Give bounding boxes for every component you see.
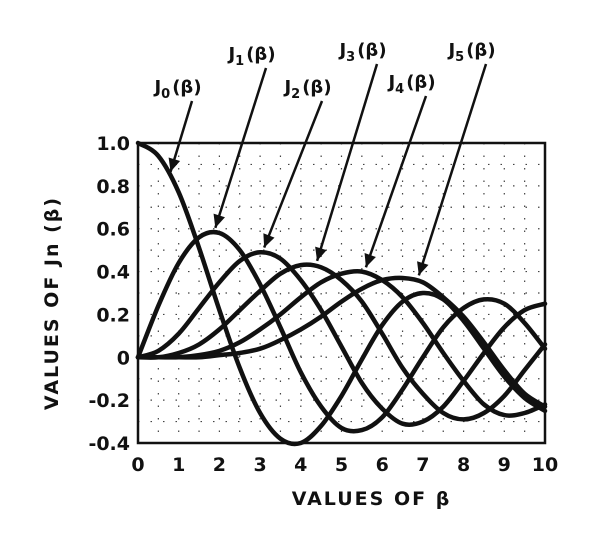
x-axis-title: VALUES OF β <box>292 488 452 510</box>
arrowhead-j2 <box>263 233 275 248</box>
annotation-arrow-j3 <box>315 63 379 262</box>
plot-frame <box>136 141 547 445</box>
y-axis-title: VALUES OF Jn (β) <box>41 196 63 410</box>
x-tick-label: 4 <box>294 454 307 476</box>
series-line-j4 <box>135 268 548 418</box>
y-tick-label: 1.0 <box>96 133 130 155</box>
series-label-j3: J3 (β) <box>337 40 386 65</box>
series-label-j5: J5 (β) <box>446 40 495 65</box>
x-tick-label: 0 <box>131 454 144 476</box>
x-tick-label: 8 <box>457 454 470 476</box>
x-tick-label: 7 <box>416 454 429 476</box>
series-line-j2 <box>135 250 548 427</box>
y-tick-labels: 1.0 0.8 0.6 0.4 0.2 0 -0.2 -0.4 <box>88 133 130 455</box>
series-line-j5 <box>135 275 548 409</box>
y-tick-label: 0 <box>117 347 130 369</box>
series-label-j0: J0 (β) <box>152 77 201 102</box>
annotation-arrow-j1 <box>214 67 268 229</box>
series-label-j2: J2 (β) <box>282 77 331 102</box>
arrowhead-j1 <box>213 213 225 228</box>
y-tick-label: -0.4 <box>88 433 130 455</box>
annotation-arrow-j4 <box>364 95 428 268</box>
series-lines <box>135 140 548 447</box>
series-line-j0 <box>135 140 548 447</box>
y-tick-label: 0.4 <box>96 262 130 284</box>
annotation-arrow-j2 <box>263 100 324 249</box>
x-tick-label: 5 <box>335 454 348 476</box>
series-label-j4: J4 (β) <box>386 72 435 97</box>
x-tick-label: 3 <box>253 454 266 476</box>
x-tick-label: 9 <box>498 454 511 476</box>
x-tick-label: 10 <box>532 454 558 476</box>
arrowhead-j0 <box>168 157 181 172</box>
series-label-j1: J1 (β) <box>226 44 275 69</box>
series-line-j1 <box>135 229 548 434</box>
y-tick-label: -0.2 <box>88 390 130 412</box>
x-tick-label: 2 <box>213 454 226 476</box>
y-tick-label: 0.2 <box>96 304 130 326</box>
x-tick-label: 1 <box>172 454 185 476</box>
arrowhead-j3 <box>315 246 327 261</box>
arrowhead-j4 <box>364 253 376 268</box>
y-tick-label: 0.6 <box>96 219 130 241</box>
y-tick-label: 0.8 <box>96 176 130 198</box>
x-tick-label: 6 <box>376 454 389 476</box>
series-annotations: J0 (β) J1 (β) J2 (β)J3 (β)J4 (β) J5 (β) <box>152 40 496 276</box>
x-tick-labels: 0 1 2 3 4 5 6 7 8 9 10 <box>131 454 558 476</box>
arrowhead-j5 <box>417 261 429 276</box>
annotation-arrow-j5 <box>417 63 488 276</box>
series-line-j3 <box>135 262 548 422</box>
